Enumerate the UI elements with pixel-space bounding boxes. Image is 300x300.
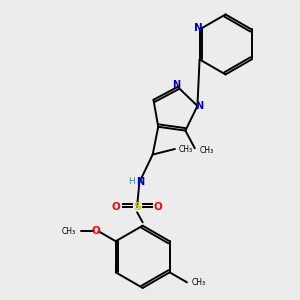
Text: CH₃: CH₃ xyxy=(199,146,213,155)
Text: O: O xyxy=(92,226,100,236)
Text: N: N xyxy=(196,101,204,111)
Text: N: N xyxy=(194,23,203,33)
Text: CH₃: CH₃ xyxy=(62,227,76,236)
Text: CH₃: CH₃ xyxy=(191,278,206,287)
Text: N: N xyxy=(136,177,145,187)
Text: CH₃: CH₃ xyxy=(178,145,192,154)
Text: O: O xyxy=(112,202,120,212)
Text: O: O xyxy=(154,202,163,212)
Text: S: S xyxy=(133,202,141,212)
Text: N: N xyxy=(172,80,181,90)
Text: H: H xyxy=(128,177,135,186)
